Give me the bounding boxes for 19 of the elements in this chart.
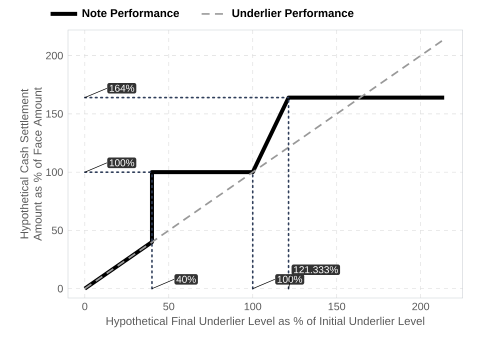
legend-label: Underlier Performance (232, 8, 354, 18)
annotation: 40% (176, 276, 196, 283)
y-tick-label: 50 (52, 226, 63, 234)
y-tick-label: 0 (58, 284, 63, 292)
annotation: 121.333% (294, 266, 338, 274)
legend-label: Note Performance (82, 8, 180, 18)
x-tick-label: 50 (163, 302, 174, 310)
x-tick-label: 150 (328, 302, 346, 310)
x-tick-label: 200 (412, 302, 430, 310)
x-tick-label: 100 (244, 302, 262, 310)
x-tick-label: 0 (82, 302, 88, 310)
annotation: 100% (110, 159, 134, 166)
y-axis-title: Hypothetical Cash Settlement Amount as % of Face Amount (20, 87, 42, 241)
y-tick-label: 150 (46, 110, 63, 118)
y-tick-label: 200 (46, 52, 63, 60)
x-axis-title: Hypothetical Final Underlier Level as % of Initial Underlier Level (106, 316, 424, 328)
y-tick-label: 100 (46, 168, 63, 176)
annotation: 164% (110, 84, 134, 92)
annotation: 100% (278, 276, 302, 283)
